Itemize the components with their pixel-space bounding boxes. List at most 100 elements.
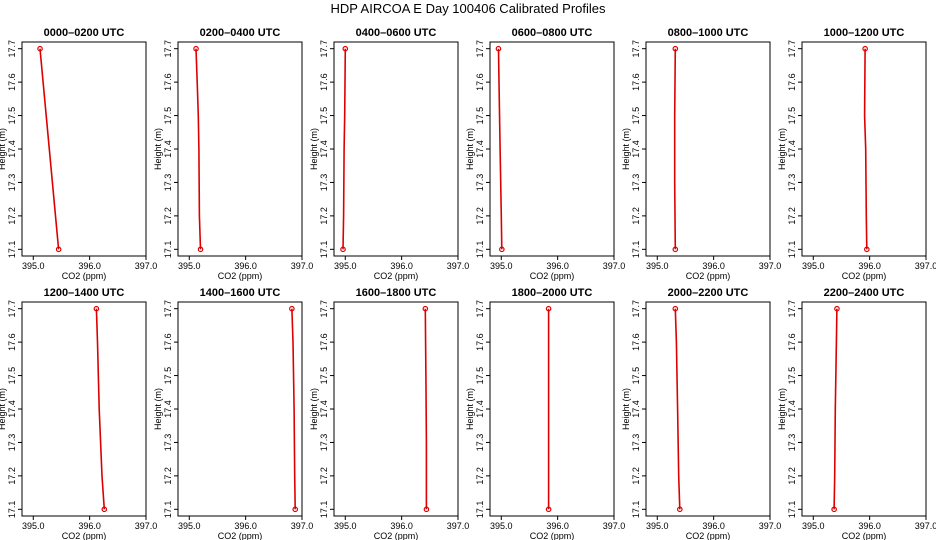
panel-title: 0000–0200 UTC — [44, 27, 125, 39]
y-tick-label: 17.5 — [631, 367, 641, 385]
panel-title: 1200–1400 UTC — [44, 287, 125, 299]
profile-end-marker — [342, 45, 349, 52]
panel-8: 1400–1600 UTC 395.0 396.0 397.0 17.1 17.2 17.3… — [153, 287, 313, 540]
panel-title: 1000–1200 UTC — [824, 27, 905, 39]
x-axis-label: CO2 (ppm) — [686, 531, 731, 540]
x-tick-label: 397.0 — [447, 521, 470, 531]
profile-end-marker — [864, 246, 870, 253]
y-tick-label: 17.3 — [631, 434, 641, 452]
panel-11: 2000–2200 UTC 395.0 396.0 397.0 17.1 17.2 17.3… — [621, 287, 781, 540]
y-tick-label: 17.7 — [787, 300, 797, 318]
plot-frame — [801, 41, 927, 257]
y-tick-label: 17.7 — [163, 300, 173, 318]
y-tick-label: 17.5 — [163, 107, 173, 125]
x-tick-label: 397.0 — [447, 261, 470, 271]
x-tick-label: 397.0 — [915, 261, 936, 271]
y-tick-label: 17.7 — [787, 40, 797, 58]
profile-end-marker — [37, 45, 43, 52]
y-tick-label: 17.2 — [475, 207, 485, 225]
panel-1: 0000–0200 UTC 395.0 396.0 397.0 17.1 17.2 17.3… — [0, 27, 157, 281]
y-tick-label: 17.3 — [787, 434, 797, 452]
plot-frame — [333, 301, 459, 517]
y-tick-label: 17.2 — [631, 467, 641, 485]
y-tick-label: 17.7 — [475, 300, 485, 318]
profile-end-marker — [101, 506, 108, 513]
profile-line — [291, 308, 296, 510]
x-tick-label: 397.0 — [135, 521, 158, 531]
x-tick-label: 396.0 — [234, 521, 257, 531]
x-tick-label: 396.0 — [858, 521, 881, 531]
y-tick-label: 17.5 — [787, 367, 797, 385]
profile-end-marker — [831, 506, 837, 513]
y-tick-label: 17.5 — [319, 367, 329, 385]
y-tick-label: 17.7 — [631, 40, 641, 58]
y-tick-label: 17.4 — [475, 400, 485, 418]
x-tick-label: 396.0 — [546, 521, 569, 531]
y-tick-label: 17.6 — [475, 73, 485, 91]
x-tick-label: 397.0 — [603, 261, 626, 271]
x-axis-label: CO2 (ppm) — [530, 271, 575, 281]
y-tick-label: 17.6 — [7, 333, 17, 351]
y-tick-label: 17.3 — [7, 434, 17, 452]
profile-end-marker — [55, 246, 62, 253]
y-axis-label: Height (m) — [465, 388, 475, 430]
profile-end-marker — [197, 246, 204, 253]
y-tick-label: 17.6 — [631, 73, 641, 91]
panel-title: 1800–2000 UTC — [512, 287, 593, 299]
panel-title: 0200–0400 UTC — [200, 27, 281, 39]
panel-title: 0800–1000 UTC — [668, 27, 749, 39]
y-tick-label: 17.1 — [631, 241, 641, 259]
x-tick-label: 395.0 — [646, 261, 669, 271]
x-tick-label: 395.0 — [490, 521, 513, 531]
panel-title: 1600–1800 UTC — [356, 287, 437, 299]
y-tick-label: 17.1 — [7, 241, 17, 259]
y-tick-label: 17.5 — [7, 107, 17, 125]
y-axis-label: Height (m) — [0, 388, 7, 430]
y-tick-label: 17.4 — [7, 140, 17, 158]
x-tick-label: 396.0 — [78, 261, 101, 271]
profile-line — [497, 48, 503, 250]
x-tick-label: 396.0 — [390, 521, 413, 531]
y-tick-label: 17.7 — [475, 40, 485, 58]
profile-line — [674, 308, 681, 510]
x-tick-label: 395.0 — [178, 521, 201, 531]
profile-end-marker — [672, 246, 679, 253]
profile-line — [39, 48, 60, 250]
x-tick-label: 395.0 — [178, 261, 201, 271]
y-tick-label: 17.4 — [631, 400, 641, 418]
y-tick-label: 17.6 — [7, 73, 17, 91]
y-tick-label: 17.4 — [7, 400, 17, 418]
profile-end-marker — [499, 246, 505, 253]
y-tick-label: 17.2 — [475, 467, 485, 485]
panel-title: 0400–0600 UTC — [356, 27, 437, 39]
plot-frame — [333, 41, 459, 257]
x-tick-label: 395.0 — [22, 521, 45, 531]
y-tick-label: 17.2 — [787, 467, 797, 485]
profile-line — [424, 308, 428, 510]
y-tick-label: 17.6 — [319, 333, 329, 351]
y-tick-label: 17.3 — [475, 174, 485, 192]
plot-frame — [177, 301, 303, 517]
x-tick-label: 397.0 — [759, 261, 782, 271]
y-tick-label: 17.4 — [319, 400, 329, 418]
y-tick-label: 17.4 — [319, 140, 329, 158]
profile-end-marker — [495, 45, 502, 52]
profile-end-marker — [545, 305, 552, 312]
x-axis-label: CO2 (ppm) — [374, 271, 419, 281]
y-tick-label: 17.1 — [163, 241, 173, 259]
y-tick-label: 17.6 — [163, 333, 173, 351]
plot-frame — [21, 301, 147, 517]
y-tick-label: 17.1 — [163, 501, 173, 519]
panel-2: 0200–0400 UTC 395.0 396.0 397.0 17.1 17.2 17.3… — [153, 27, 313, 281]
y-tick-label: 17.3 — [7, 174, 17, 192]
plot-frame — [801, 301, 927, 517]
y-tick-label: 17.3 — [787, 174, 797, 192]
profile-end-marker — [834, 305, 840, 312]
profile-end-marker — [193, 45, 199, 52]
y-tick-label: 17.7 — [319, 40, 329, 58]
y-axis-label: Height (m) — [309, 388, 319, 430]
panel-title: 2000–2200 UTC — [668, 287, 749, 299]
y-tick-label: 17.4 — [631, 140, 641, 158]
y-tick-label: 17.2 — [631, 207, 641, 225]
